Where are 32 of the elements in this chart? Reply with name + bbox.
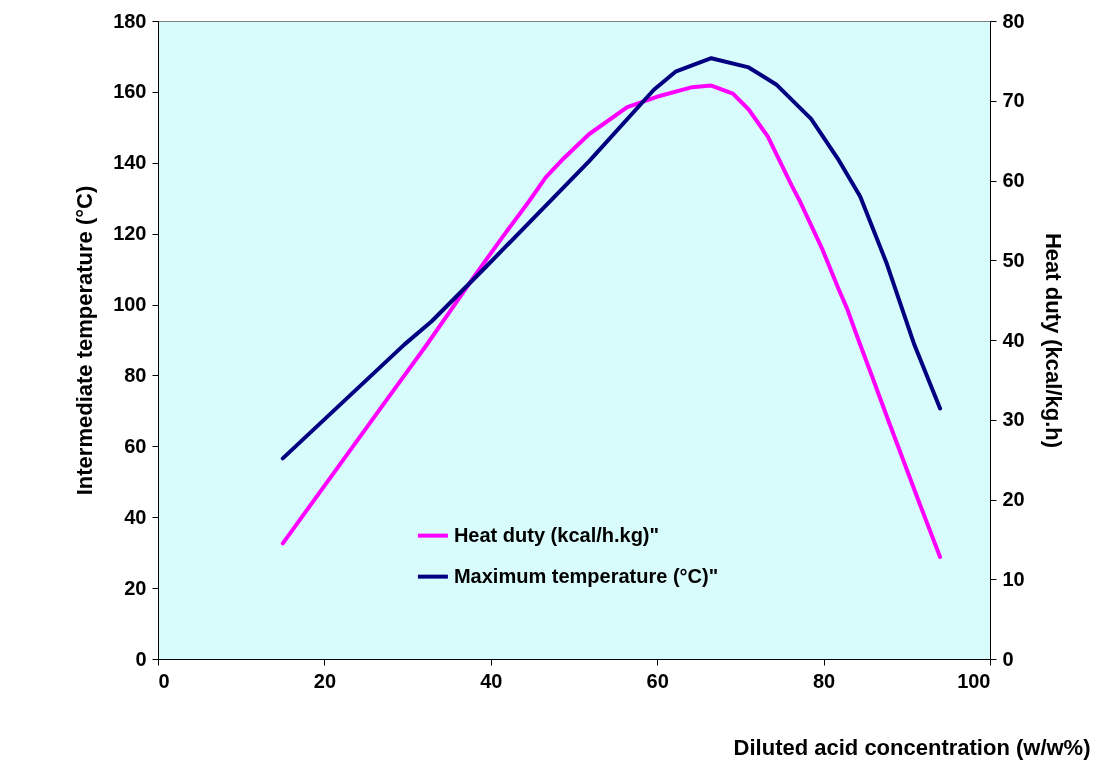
- x-tick-label: 60: [646, 669, 669, 692]
- y-tick-label: 80: [124, 363, 147, 386]
- x-tick-label: 0: [158, 669, 170, 692]
- y-tick-label: 100: [113, 293, 147, 316]
- y2-tick-label: 0: [1002, 647, 1014, 670]
- y-axis-title: Intermediate temperature (°C): [72, 185, 98, 496]
- legend-label: Heat duty (kcal/h.kg)": [453, 523, 659, 546]
- y2-tick-label: 50: [1002, 248, 1025, 271]
- y2-tick-label: 60: [1002, 169, 1025, 191]
- x-tick-label: 20: [313, 669, 337, 692]
- y-tick-label: 20: [124, 576, 147, 599]
- y2-tick-label: 30: [1002, 408, 1025, 431]
- y2-tick-label: 10: [1002, 567, 1025, 590]
- line-series: [280, 83, 943, 559]
- line-series: [280, 56, 943, 461]
- y-tick-label: 0: [135, 647, 147, 670]
- y2-tick-label: 70: [1002, 89, 1025, 112]
- y-tick-label: 160: [113, 80, 147, 103]
- legend-label: Maximum temperature (°C)": [453, 564, 719, 587]
- y2-tick-label: 40: [1002, 328, 1025, 351]
- y-tick-label: 120: [113, 222, 147, 245]
- y2-tick-label: 20: [1002, 488, 1025, 510]
- y-tick-label: 140: [113, 151, 147, 174]
- x-tick-label: 100: [957, 669, 991, 692]
- y2-tick-label: 80: [1002, 9, 1025, 32]
- x-tick-label: 80: [812, 669, 836, 692]
- y-tick-label: 180: [113, 9, 147, 32]
- y-tick-label: 60: [124, 434, 147, 457]
- x-tick-label: 40: [480, 669, 503, 692]
- y-tick-label: 40: [124, 505, 147, 528]
- y2-axis-title: Heat duty (kcal/kg.h): [1040, 232, 1066, 449]
- x-axis-title: Diluted acid concentration (w/w%): [733, 734, 1091, 760]
